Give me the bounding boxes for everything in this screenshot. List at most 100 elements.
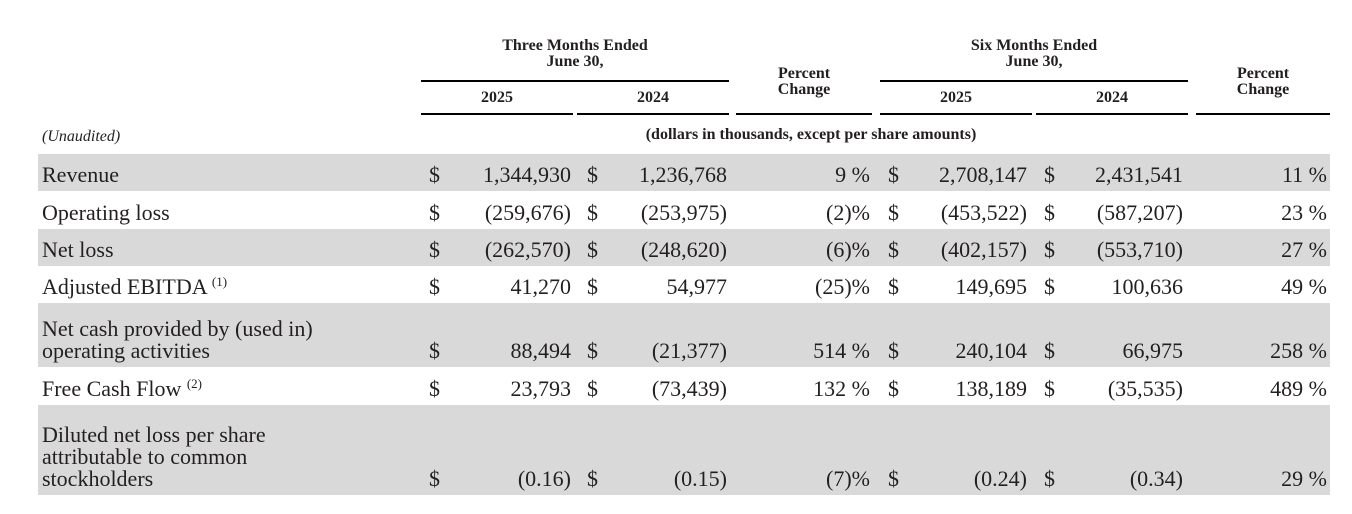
row-label: Diluted net loss per share attributable … <box>42 424 266 490</box>
row-label: Free Cash Flow (2) <box>42 373 202 400</box>
value-three-2025: 23,793 <box>510 376 572 401</box>
row-label-text: Free Cash Flow <box>42 376 187 401</box>
currency-symbol: $ <box>587 466 598 491</box>
currency-symbol: $ <box>888 338 899 363</box>
six-percent-change: 11 % <box>1281 162 1327 187</box>
table-row: Operating loss $ (259,676) $ (253,975) $ (453,… <box>38 191 1330 229</box>
value-three-2025: 41,270 <box>510 274 572 299</box>
currency-symbol: $ <box>888 200 899 225</box>
table-row: Diluted net loss per share attributable … <box>38 405 1330 495</box>
three-percent-change: 514 % <box>813 338 870 363</box>
value-six-2024: (553,710) <box>1096 237 1183 262</box>
six-percent-change: 27 % <box>1281 237 1327 262</box>
value-six-2024: 2,431,541 <box>1095 162 1183 187</box>
row-label-text: Adjusted EBITDA <box>42 274 212 299</box>
value-six-2024: (0.34) <box>1129 466 1183 491</box>
value-three-2025: (262,570) <box>484 237 571 262</box>
percent-change-header-three-months: Percent Change <box>777 65 831 98</box>
currency-symbol: $ <box>429 162 440 187</box>
year-header-six-2024: 2024 <box>1096 89 1128 106</box>
table-row: Free Cash Flow (2) $23,793 $ (73,439) $138,1… <box>38 367 1330 405</box>
currency-symbol: $ <box>1044 237 1055 262</box>
three-percent-change: (2)% <box>826 200 870 225</box>
unaudited-label: (Unaudited) <box>42 128 121 145</box>
six-percent-change: 29 % <box>1281 466 1327 491</box>
footnote-marker: (2) <box>186 376 202 391</box>
three-months-header: Three Months Ended June 30, <box>502 37 648 70</box>
currency-symbol: $ <box>429 376 440 401</box>
table-row: Net cash provided by (used in) operating… <box>38 303 1330 367</box>
row-label: Adjusted EBITDA (1) <box>42 271 227 298</box>
units-note: (dollars in thousands, except per share … <box>645 126 977 143</box>
three-months-rule <box>421 80 729 82</box>
currency-symbol: $ <box>888 376 899 401</box>
three-percent-change: (6)% <box>826 237 870 262</box>
table-row: Net loss $ (262,570) $ (248,620) $ (402,157) $ (… <box>38 229 1330 266</box>
value-six-2025: (453,522) <box>940 200 1027 225</box>
value-six-2025: (0.24) <box>973 466 1027 491</box>
value-six-2024: 100,636 <box>1111 274 1184 299</box>
currency-symbol: $ <box>587 200 598 225</box>
value-six-2025: 149,695 <box>955 274 1028 299</box>
percent-change-header-six-months: Percent Change <box>1236 65 1290 98</box>
row-label-text: Revenue <box>42 162 119 187</box>
currency-symbol: $ <box>587 162 598 187</box>
value-six-2024: 66,975 <box>1122 338 1184 363</box>
six-percent-change: 258 % <box>1270 338 1327 363</box>
value-three-2024: 1,236,768 <box>639 162 727 187</box>
row-label: Net loss <box>42 239 114 261</box>
year-header-six-2025: 2025 <box>940 89 972 106</box>
three-percent-change: (25)% <box>815 274 870 299</box>
currency-symbol: $ <box>429 237 440 262</box>
value-six-2025: 240,104 <box>955 338 1028 363</box>
currency-symbol: $ <box>429 466 440 491</box>
six-percent-change: 49 % <box>1281 274 1327 299</box>
year-header-three-2024: 2024 <box>637 89 669 106</box>
value-three-2024: 54,977 <box>666 274 728 299</box>
six-percent-change: 23 % <box>1281 200 1327 225</box>
currency-symbol: $ <box>429 274 440 299</box>
six-percent-change: 489 % <box>1270 376 1327 401</box>
value-three-2024: (248,620) <box>640 237 727 262</box>
rule-six-2024 <box>1036 113 1188 115</box>
value-three-2024: (253,975) <box>640 200 727 225</box>
table-row: Revenue $1,344,930 $1,236,768 $2,708,147 $2,… <box>38 154 1330 191</box>
rule-three-2025 <box>421 113 573 115</box>
currency-symbol: $ <box>429 200 440 225</box>
row-label-text: Net loss <box>42 237 114 262</box>
currency-symbol: $ <box>888 274 899 299</box>
value-three-2025: 88,494 <box>510 338 572 363</box>
three-percent-change: 132 % <box>813 376 870 401</box>
rule-three-2024 <box>577 113 729 115</box>
currency-symbol: $ <box>587 274 598 299</box>
three-percent-change: 9 % <box>835 162 870 187</box>
rule-six-2025 <box>880 113 1032 115</box>
currency-symbol: $ <box>1044 200 1055 225</box>
row-label: Net cash provided by (used in) operating… <box>42 318 313 362</box>
currency-symbol: $ <box>1044 376 1055 401</box>
row-label-text: Diluted net loss per share attributable … <box>42 422 266 491</box>
row-label: Revenue <box>42 164 119 186</box>
row-label-text: Operating loss <box>42 200 170 225</box>
six-months-rule <box>880 80 1188 82</box>
currency-symbol: $ <box>587 376 598 401</box>
currency-symbol: $ <box>587 338 598 363</box>
footnote-marker: (1) <box>211 274 228 289</box>
currency-symbol: $ <box>888 466 899 491</box>
value-three-2024: (0.15) <box>673 466 727 491</box>
row-label: Operating loss <box>42 202 170 224</box>
currency-symbol: $ <box>429 338 440 363</box>
row-label-text: Net cash provided by (used in) operating… <box>42 316 313 363</box>
value-three-2025: 1,344,930 <box>483 162 571 187</box>
currency-symbol: $ <box>888 237 899 262</box>
value-six-2025: 138,189 <box>955 376 1028 401</box>
value-three-2024: (21,377) <box>651 338 727 363</box>
value-six-2025: (402,157) <box>940 237 1027 262</box>
six-months-header: Six Months Ended June 30, <box>970 37 1098 70</box>
currency-symbol: $ <box>1044 162 1055 187</box>
currency-symbol: $ <box>1044 466 1055 491</box>
value-six-2024: (35,535) <box>1107 376 1183 401</box>
value-three-2024: (73,439) <box>651 376 727 401</box>
year-header-three-2025: 2025 <box>481 89 513 106</box>
value-six-2024: (587,207) <box>1096 200 1183 225</box>
